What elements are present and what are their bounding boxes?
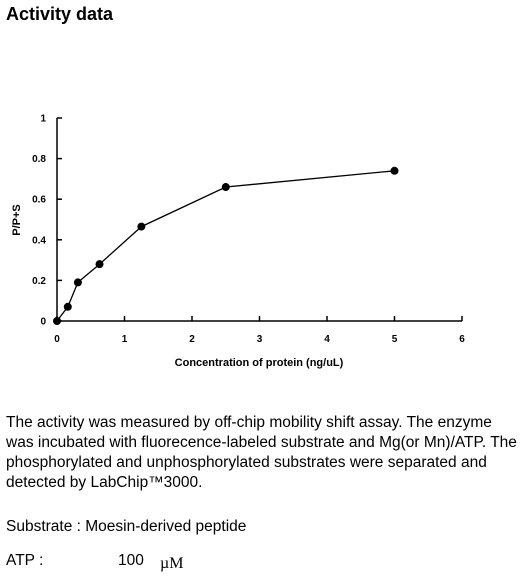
atp-label: ATP : <box>6 552 44 569</box>
atp-unit: µM <box>160 555 184 572</box>
data-point <box>221 183 230 192</box>
x-axis-label: Concentration of protein (ng/uL) <box>175 357 344 369</box>
data-point <box>390 166 399 175</box>
y-tick-label: 0.8 <box>32 154 46 165</box>
y-tick-labels: 0 0.2 0.4 0.6 0.8 1 <box>32 114 46 328</box>
series-line <box>56 170 395 322</box>
x-tick-label: 6 <box>459 334 465 345</box>
series-group <box>53 166 399 325</box>
atp-line: ATP : 100 µM <box>6 551 183 572</box>
x-tick-label: 3 <box>257 334 263 345</box>
x-tick-label: 4 <box>324 334 330 345</box>
page-title: Activity data <box>6 4 114 24</box>
x-tick-label: 2 <box>189 334 195 345</box>
y-tick-label: 0.4 <box>32 235 46 246</box>
x-tick-label: 5 <box>392 334 398 345</box>
y-tick-label: 0.2 <box>32 276 46 287</box>
y-axis-label: P/P+S <box>11 204 23 236</box>
x-tick-label: 0 <box>54 334 60 345</box>
data-point <box>53 317 61 325</box>
activity-chart: 0 0.2 0.4 0.6 0.8 1 0 1 2 3 4 5 6 Concentration of … <box>11 114 465 370</box>
substrate-line: Substrate : Moesin-derived peptide <box>6 518 247 535</box>
data-point <box>95 260 104 269</box>
data-point <box>63 302 72 311</box>
y-axis <box>56 117 62 322</box>
y-tick-label: 0.6 <box>32 195 46 206</box>
y-tick-label: 0 <box>40 317 46 328</box>
data-point <box>137 222 146 231</box>
x-tick-labels: 0 1 2 3 4 5 6 <box>54 334 465 345</box>
assay-description: The activity was measured by off-chip mo… <box>6 414 517 491</box>
x-axis <box>56 316 463 322</box>
y-tick-label: 1 <box>40 114 46 125</box>
data-point <box>73 278 82 287</box>
x-tick-label: 1 <box>122 334 128 345</box>
atp-value: 100 <box>118 552 144 569</box>
